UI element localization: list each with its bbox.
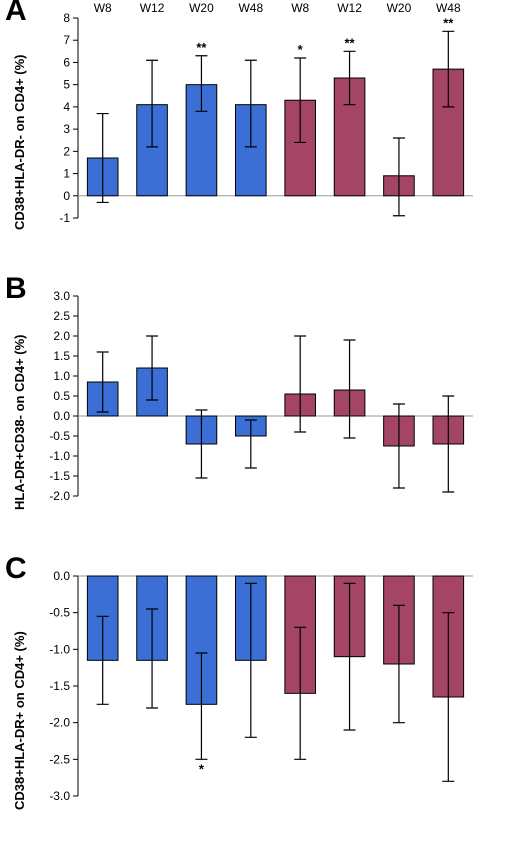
y-tick-label: -1	[59, 211, 70, 225]
chart-c: -3.0-2.5-2.0-1.5-1.0-0.50.0*	[78, 576, 483, 816]
y-tick-label: -2.0	[49, 489, 70, 503]
y-tick-label: 7	[63, 33, 70, 47]
y-tick-label: -2.0	[49, 716, 70, 730]
significance-marker: **	[443, 15, 454, 30]
y-tick-label: 0.5	[53, 389, 70, 403]
y-tick-label: 2.0	[53, 329, 70, 343]
chart-a: -1012345678W8W12**W20W48*W8**W12W20**W48	[78, 18, 483, 238]
x-tick-label: W48	[238, 1, 263, 15]
significance-marker: *	[298, 42, 304, 57]
y-axis-label-c: CD38+HLA-DR+ on CD4+ (%)	[12, 631, 27, 810]
x-tick-label: W8	[94, 1, 112, 15]
y-tick-label: -1.0	[49, 642, 70, 656]
panel-letter-a: A	[5, 0, 27, 28]
panel-letter-c: C	[5, 552, 27, 586]
x-tick-label: W12	[140, 1, 165, 15]
x-tick-label: W8	[291, 1, 309, 15]
x-tick-label: W20	[189, 1, 214, 15]
y-tick-label: 0.0	[53, 409, 70, 423]
significance-marker: **	[345, 35, 356, 50]
panel-letter-b: B	[5, 272, 27, 306]
x-tick-label: W12	[337, 1, 362, 15]
y-tick-label: -2.5	[49, 752, 70, 766]
y-tick-label: -0.5	[49, 429, 70, 443]
x-tick-label: W20	[387, 1, 412, 15]
y-tick-label: 0	[63, 189, 70, 203]
figure-root: ACD38+HLA-DR- on CD4+ (%)-1012345678W8W1…	[0, 0, 515, 865]
y-tick-label: 3.0	[53, 289, 70, 303]
y-axis-label-a: CD38+HLA-DR- on CD4+ (%)	[12, 54, 27, 230]
y-tick-label: 1	[63, 167, 70, 181]
chart-b: -2.0-1.5-1.0-0.50.00.51.01.52.02.53.0	[78, 296, 483, 516]
x-tick-label: W48	[436, 1, 461, 15]
significance-marker: **	[196, 40, 207, 55]
y-tick-label: 8	[63, 11, 70, 25]
y-tick-label: 3	[63, 122, 70, 136]
y-tick-label: 6	[63, 55, 70, 69]
y-tick-label: 2.5	[53, 309, 70, 323]
y-tick-label: 2	[63, 144, 70, 158]
significance-marker: *	[199, 761, 205, 776]
y-tick-label: 1.0	[53, 369, 70, 383]
y-tick-label: -1.0	[49, 449, 70, 463]
y-tick-label: 1.5	[53, 349, 70, 363]
y-tick-label: 5	[63, 78, 70, 92]
y-tick-label: -3.0	[49, 789, 70, 803]
y-tick-label: -1.5	[49, 679, 70, 693]
y-axis-label-b: HLA-DR+CD38- on CD4+ (%)	[12, 334, 27, 510]
y-tick-label: -1.5	[49, 469, 70, 483]
y-tick-label: 0.0	[53, 569, 70, 583]
y-tick-label: 4	[63, 100, 70, 114]
y-tick-label: -0.5	[49, 606, 70, 620]
